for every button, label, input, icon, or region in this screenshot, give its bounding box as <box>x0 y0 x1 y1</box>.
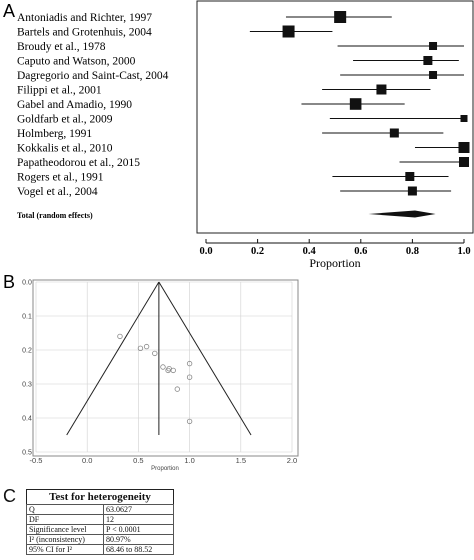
study-estimate-box <box>429 71 438 79</box>
funnel-point <box>186 374 193 380</box>
heterogeneity-row: Significance level P < 0.0001 <box>26 524 174 535</box>
heterogeneity-label: DF <box>26 514 104 525</box>
forest-plot: A Antoniadis and Richter, 1997 Bartels an… <box>3 0 474 270</box>
funnel-x-tick-label: -0.5 <box>30 456 43 465</box>
study-label: Papatheodorou et al., 2015 <box>17 157 140 169</box>
funnel-y-tick-label: 0.5 <box>22 450 32 457</box>
heterogeneity-label: Q <box>26 504 104 515</box>
funnel-point <box>186 418 193 425</box>
study-labels: Antoniadis and Richter, 1997 Bartels and … <box>17 12 169 220</box>
funnel-x-axis-label: Proportion <box>151 466 179 472</box>
heterogeneity-row: DF 12 <box>26 514 174 525</box>
funnel-axes: -0.5 0.0 0.5 1.0 1.5 2.0 0.0 0.1 0.2 0.3 0.4 0.5 <box>22 280 297 466</box>
study-estimate-box <box>389 128 399 138</box>
forest-tick-label: 1.0 <box>457 246 470 257</box>
funnel-y-tick-label: 0.0 <box>22 280 32 287</box>
study-label: Dagregorio and Saint-Cast, 2004 <box>17 70 169 82</box>
funnel-x-tick-label: 1.5 <box>236 456 246 465</box>
heterogeneity-row: 95% CI for I² 68.46 to 88.52 <box>26 544 174 555</box>
heterogeneity-title: Test for heterogeneity <box>26 489 174 504</box>
funnel-x-tick-label: 1.0 <box>184 456 194 465</box>
heterogeneity-value: 68.46 to 88.52 <box>103 544 174 555</box>
total-label: Total (random effects) <box>17 211 93 220</box>
study-estimate-box <box>460 115 468 122</box>
study-label: Caputo and Watson, 2000 <box>17 56 136 68</box>
study-estimate-box <box>334 11 347 23</box>
forest-x-axis-label: Proportion <box>309 256 360 270</box>
funnel-x-tick-label: 0.0 <box>82 456 92 465</box>
study-label: Gabel and Amadio, 1990 <box>17 99 132 111</box>
heterogeneity-table: Test for heterogeneity Q 63.0627 DF 12 Signi… <box>26 489 174 555</box>
forest-plot-area <box>196 0 474 234</box>
funnel-y-tick-label: 0.2 <box>22 348 32 355</box>
study-estimate-box <box>407 186 417 196</box>
heterogeneity-value: 80.97% <box>103 534 174 545</box>
study-estimate-box <box>458 142 470 153</box>
funnel-y-tick-label: 0.1 <box>22 314 32 321</box>
study-estimate-box <box>405 172 415 181</box>
funnel-x-tick-label: 2.0 <box>287 456 297 465</box>
funnel-points <box>117 333 193 425</box>
study-label: Bartels and Grotenhuis, 2004 <box>17 27 152 39</box>
heterogeneity-value: P < 0.0001 <box>103 524 174 535</box>
study-label: Goldfarb et al., 2009 <box>17 114 113 126</box>
funnel-plot: B -0.5 0.0 0.5 1.0 1.5 2.00.00.10.20.30.40.5 … <box>3 272 299 472</box>
study-estimate-box <box>349 98 362 110</box>
heterogeneity-value: 12 <box>103 514 174 525</box>
funnel-grid <box>35 281 293 453</box>
funnel-point <box>152 350 158 357</box>
forest-tick-label: 0.0 <box>199 246 212 257</box>
study-estimate-box <box>376 84 387 95</box>
funnel-right-limit <box>158 281 252 436</box>
total-diamond <box>368 210 436 218</box>
forest-x-axis: 0.0 0.2 0.4 0.6 0.8 1.0 <box>199 239 471 257</box>
study-label: Vogel et al., 2004 <box>17 186 98 198</box>
study-label: Kokkalis et al., 2010 <box>17 143 113 155</box>
funnel-plot-area <box>32 279 299 457</box>
funnel-point <box>166 365 172 372</box>
heterogeneity-label: I² (inconsistency) <box>26 534 104 545</box>
study-estimate-box <box>423 56 433 65</box>
heterogeneity-grid: Q 63.0627 DF 12 Significance level P < 0.0001… <box>26 504 174 555</box>
funnel-lines <box>66 281 252 436</box>
heterogeneity-label: Significance level <box>26 524 104 535</box>
funnel-point <box>137 345 144 351</box>
funnel-point <box>160 364 166 370</box>
study-estimate-box <box>429 42 438 50</box>
funnel-left-limit <box>66 281 160 436</box>
panel-label-a: A <box>3 1 15 21</box>
funnel-point <box>143 343 150 350</box>
heterogeneity-row: I² (inconsistency) 80.97% <box>26 534 174 545</box>
panel-label-b: B <box>3 272 15 292</box>
funnel-x-tick-label: 0.5 <box>133 456 143 465</box>
study-label: Rogers et al., 1991 <box>17 172 104 184</box>
funnel-point <box>186 360 193 367</box>
funnel-point <box>174 386 181 392</box>
heterogeneity-label: 95% CI for I² <box>26 544 104 555</box>
panel-label-c: C <box>3 486 16 506</box>
forest-tick-label: 0.2 <box>251 246 264 257</box>
heterogeneity-row: Q 63.0627 <box>26 504 174 515</box>
forest-tick-label: 0.8 <box>406 246 419 257</box>
funnel-y-tick-label: 0.3 <box>22 382 32 389</box>
study-label: Broudy et al., 1978 <box>17 41 106 53</box>
funnel-point <box>117 333 123 340</box>
forest-marks <box>249 11 470 218</box>
study-label: Holmberg, 1991 <box>17 128 92 140</box>
study-estimate-box <box>459 157 469 167</box>
funnel-y-tick-label: 0.4 <box>22 416 32 423</box>
heterogeneity-value: 63.0627 <box>103 504 174 515</box>
forest-tick-label: 0.6 <box>354 246 367 257</box>
study-label: Filippi et al., 2001 <box>17 85 102 97</box>
forest-tick-label: 0.4 <box>303 246 317 257</box>
study-label: Antoniadis and Richter, 1997 <box>17 12 152 24</box>
study-estimate-box <box>282 25 295 38</box>
